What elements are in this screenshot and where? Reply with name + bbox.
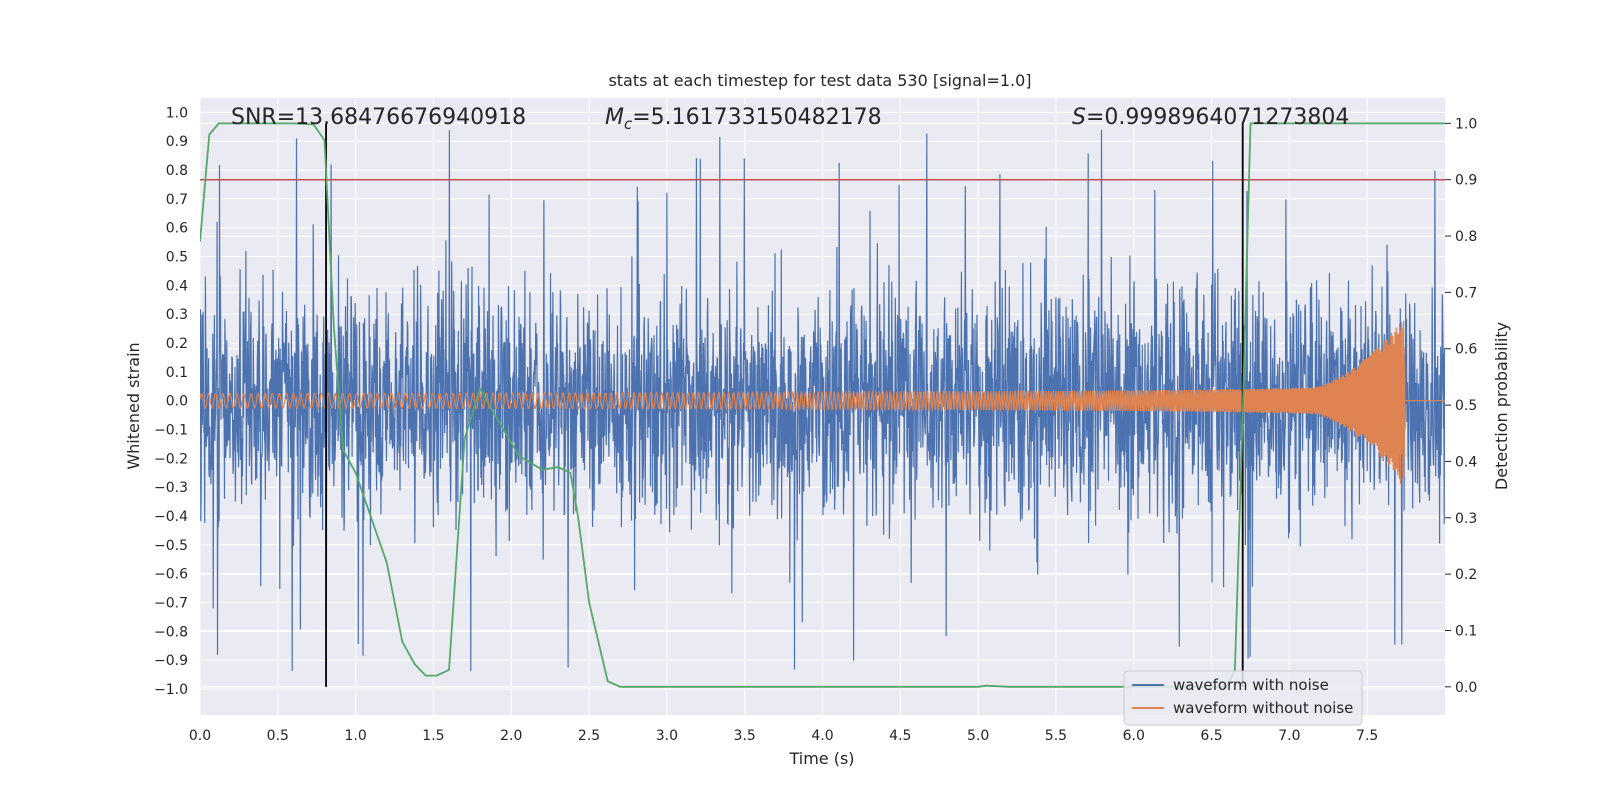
y-left-tick-label: 1.0 [166, 105, 188, 121]
x-tick-label: 0.0 [189, 728, 211, 744]
y-left-tick-label: −1.0 [154, 682, 188, 698]
legend-box [1123, 670, 1363, 726]
y-right-tick-label: 1.0 [1455, 116, 1477, 132]
x-tick-label: 2.0 [500, 728, 522, 744]
x-tick-label: 5.0 [967, 728, 989, 744]
x-tick-label: 4.0 [811, 728, 833, 744]
annotation-statistic: S=0.9998964071273804 [1072, 105, 1349, 130]
y-left-tick-label: 0.4 [166, 278, 188, 294]
x-tick-label: 3.5 [734, 728, 756, 744]
x-axis-ticks: 0.0 0.5 1.0 1.5 2.0 2.5 3.0 3.5 4.0 4.5 5.0 5.5 6.0 6… [189, 728, 1378, 744]
x-tick-label: 7.5 [1356, 728, 1378, 744]
y-axis-left-label: Whitened strain [124, 342, 143, 469]
x-tick-label: 6.5 [1200, 728, 1222, 744]
x-tick-label: 3.0 [656, 728, 678, 744]
x-tick-label: 0.5 [267, 728, 289, 744]
y-axis-left-ticks: 1.0 0.9 0.8 0.7 0.6 0.5 0.4 0.3 0.2 0.1 0.0 −0.1 −0.… [154, 105, 188, 698]
x-tick-label: 5.5 [1045, 728, 1067, 744]
y-left-tick-label: −0.2 [154, 451, 188, 467]
y-left-tick-label: 0.6 [166, 221, 188, 237]
legend: waveform with noise waveform without noi… [1123, 670, 1363, 726]
annotation-snr: SNR=13.68476676940918 [231, 105, 526, 130]
y-right-tick-label: 0.5 [1455, 398, 1477, 414]
y-left-tick-label: 0.7 [166, 192, 188, 208]
y-left-tick-label: −0.5 [154, 538, 188, 554]
series-waveform-with-noise [200, 129, 1445, 672]
y-left-tick-label: 0.8 [166, 163, 188, 179]
y-left-tick-label: 0.9 [166, 134, 188, 150]
x-tick-label: 4.5 [889, 728, 911, 744]
y-left-tick-label: −0.6 [154, 567, 188, 583]
annotation-chirp-mass: Mc=5.161733150482178 [605, 105, 882, 133]
series-waveform-without-noise [200, 320, 1445, 484]
y-left-tick-label: 0.0 [166, 394, 188, 410]
y-left-tick-label: −0.8 [154, 624, 188, 640]
y-right-tick-label: 0.1 [1455, 623, 1477, 639]
y-left-tick-label: −0.9 [154, 653, 188, 669]
annotation-chirp-mass-subscript: c [624, 115, 633, 133]
y-right-tick-label: 0.0 [1455, 680, 1477, 696]
chart-title: stats at each timestep for test data 530… [608, 71, 1031, 90]
annotation-chirp-mass-symbol: M [605, 105, 624, 130]
y-left-tick-label: 0.2 [166, 336, 188, 352]
y-left-tick-label: −0.1 [154, 423, 188, 439]
x-tick-label: 1.5 [422, 728, 444, 744]
annotation-chirp-mass-value: =5.161733150482178 [632, 105, 881, 130]
y-right-tick-label: 0.7 [1455, 285, 1477, 301]
y-left-tick-label: −0.7 [154, 596, 188, 612]
x-tick-label: 2.5 [578, 728, 600, 744]
y-right-tick-label: 0.9 [1455, 173, 1477, 189]
y-left-tick-label: 0.3 [166, 307, 188, 323]
y-left-tick-label: 0.1 [166, 365, 188, 381]
x-axis-label: Time (s) [788, 749, 854, 768]
annotation-statistic-symbol: S [1072, 105, 1086, 130]
x-tick-label: 1.0 [344, 728, 366, 744]
y-left-tick-label: −0.3 [154, 480, 188, 496]
y-right-tick-label: 0.3 [1455, 511, 1477, 527]
y-right-tick-label: 0.6 [1455, 342, 1477, 358]
y-right-tick-label: 0.2 [1455, 567, 1477, 583]
y-right-tick-label: 0.8 [1455, 229, 1477, 245]
y-axis-right-label: Detection probability [1492, 322, 1511, 490]
legend-label-clean: waveform without noise [1173, 699, 1353, 717]
y-right-tick-label: 0.4 [1455, 454, 1477, 470]
y-axis-right-ticks: 1.0 0.9 0.8 0.7 0.6 0.5 0.4 0.3 0.2 0.1 0.0 [1445, 116, 1477, 696]
x-tick-label: 6.0 [1123, 728, 1145, 744]
y-left-tick-label: 0.5 [166, 250, 188, 266]
legend-label-noise: waveform with noise [1173, 676, 1329, 694]
annotation-statistic-value: =0.9998964071273804 [1086, 105, 1349, 130]
y-left-tick-label: −0.4 [154, 509, 188, 525]
x-tick-label: 7.0 [1278, 728, 1300, 744]
